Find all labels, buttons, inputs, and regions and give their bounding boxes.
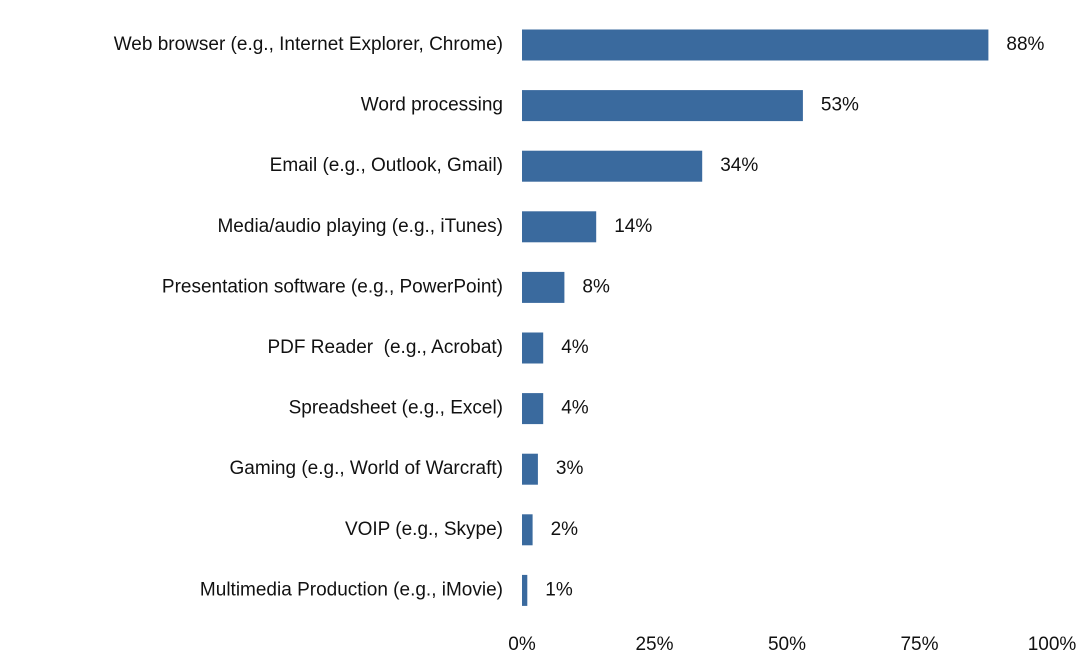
data-label: 8% xyxy=(582,276,610,297)
category-label: Media/audio playing (e.g., iTunes) xyxy=(217,216,503,237)
data-label: 88% xyxy=(1006,34,1044,55)
data-label: 1% xyxy=(545,579,573,600)
x-tick-label: 75% xyxy=(900,634,938,655)
x-tick-label: 0% xyxy=(508,634,536,655)
bar xyxy=(522,393,544,425)
bar xyxy=(522,90,803,122)
bar xyxy=(522,211,597,243)
category-label: VOIP (e.g., Skype) xyxy=(345,519,503,540)
data-label: 4% xyxy=(561,337,589,358)
bar xyxy=(522,150,703,182)
bar xyxy=(522,514,533,546)
category-label: PDF Reader (e.g., Acrobat) xyxy=(268,337,504,358)
data-label: 53% xyxy=(821,95,859,116)
category-label: Word processing xyxy=(361,95,503,116)
category-label: Gaming (e.g., World of Warcraft) xyxy=(230,458,503,479)
x-tick-label: 50% xyxy=(768,634,806,655)
category-label: Spreadsheet (e.g., Excel) xyxy=(289,398,503,419)
bar xyxy=(522,453,538,485)
category-label: Presentation software (e.g., PowerPoint) xyxy=(162,276,503,297)
data-label: 4% xyxy=(561,398,589,419)
x-tick-label: 25% xyxy=(635,634,673,655)
data-label: 3% xyxy=(556,458,584,479)
x-tick-label: 100% xyxy=(1028,634,1077,655)
category-label: Multimedia Production (e.g., iMovie) xyxy=(200,579,503,600)
bar xyxy=(522,271,565,303)
data-label: 2% xyxy=(551,519,579,540)
category-label: Email (e.g., Outlook, Gmail) xyxy=(270,155,503,176)
bar xyxy=(522,574,528,606)
data-label: 34% xyxy=(720,155,758,176)
bar xyxy=(522,29,989,61)
bar xyxy=(522,332,544,364)
data-label: 14% xyxy=(614,216,652,237)
category-label: Web browser (e.g., Internet Explorer, Ch… xyxy=(114,34,503,55)
